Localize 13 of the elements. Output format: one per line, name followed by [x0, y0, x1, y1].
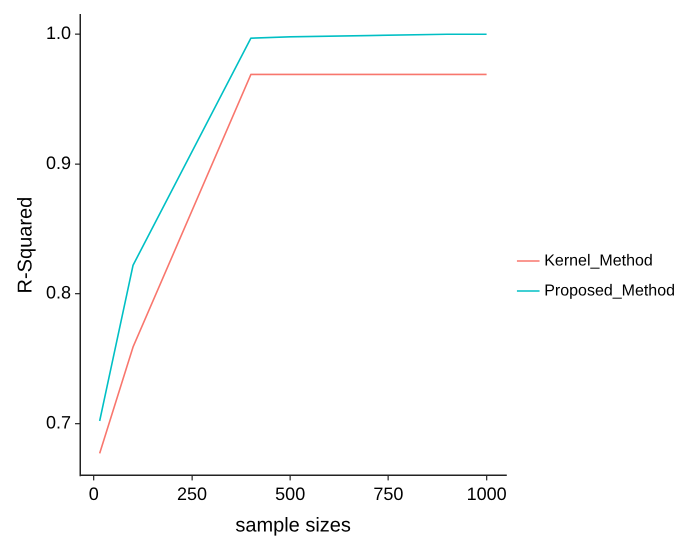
x-tick-label: 250 [176, 484, 207, 504]
x-tick-label: 0 [88, 484, 99, 504]
y-tick-label: 0.7 [46, 412, 72, 432]
y-tick-label: 0.9 [46, 152, 72, 173]
legend-label: Proposed_Method [544, 282, 676, 300]
y-tick-label: 0.8 [46, 282, 72, 303]
legend-label: Kernel_Method [544, 252, 653, 270]
y-tick-label: 1.0 [46, 23, 72, 44]
x-tick-label: 1000 [466, 484, 507, 504]
x-tick-label: 500 [275, 484, 306, 504]
x-axis-title: sample sizes [235, 514, 351, 537]
x-tick-label: 750 [373, 484, 404, 504]
y-axis-title: R-Squared [14, 196, 37, 294]
